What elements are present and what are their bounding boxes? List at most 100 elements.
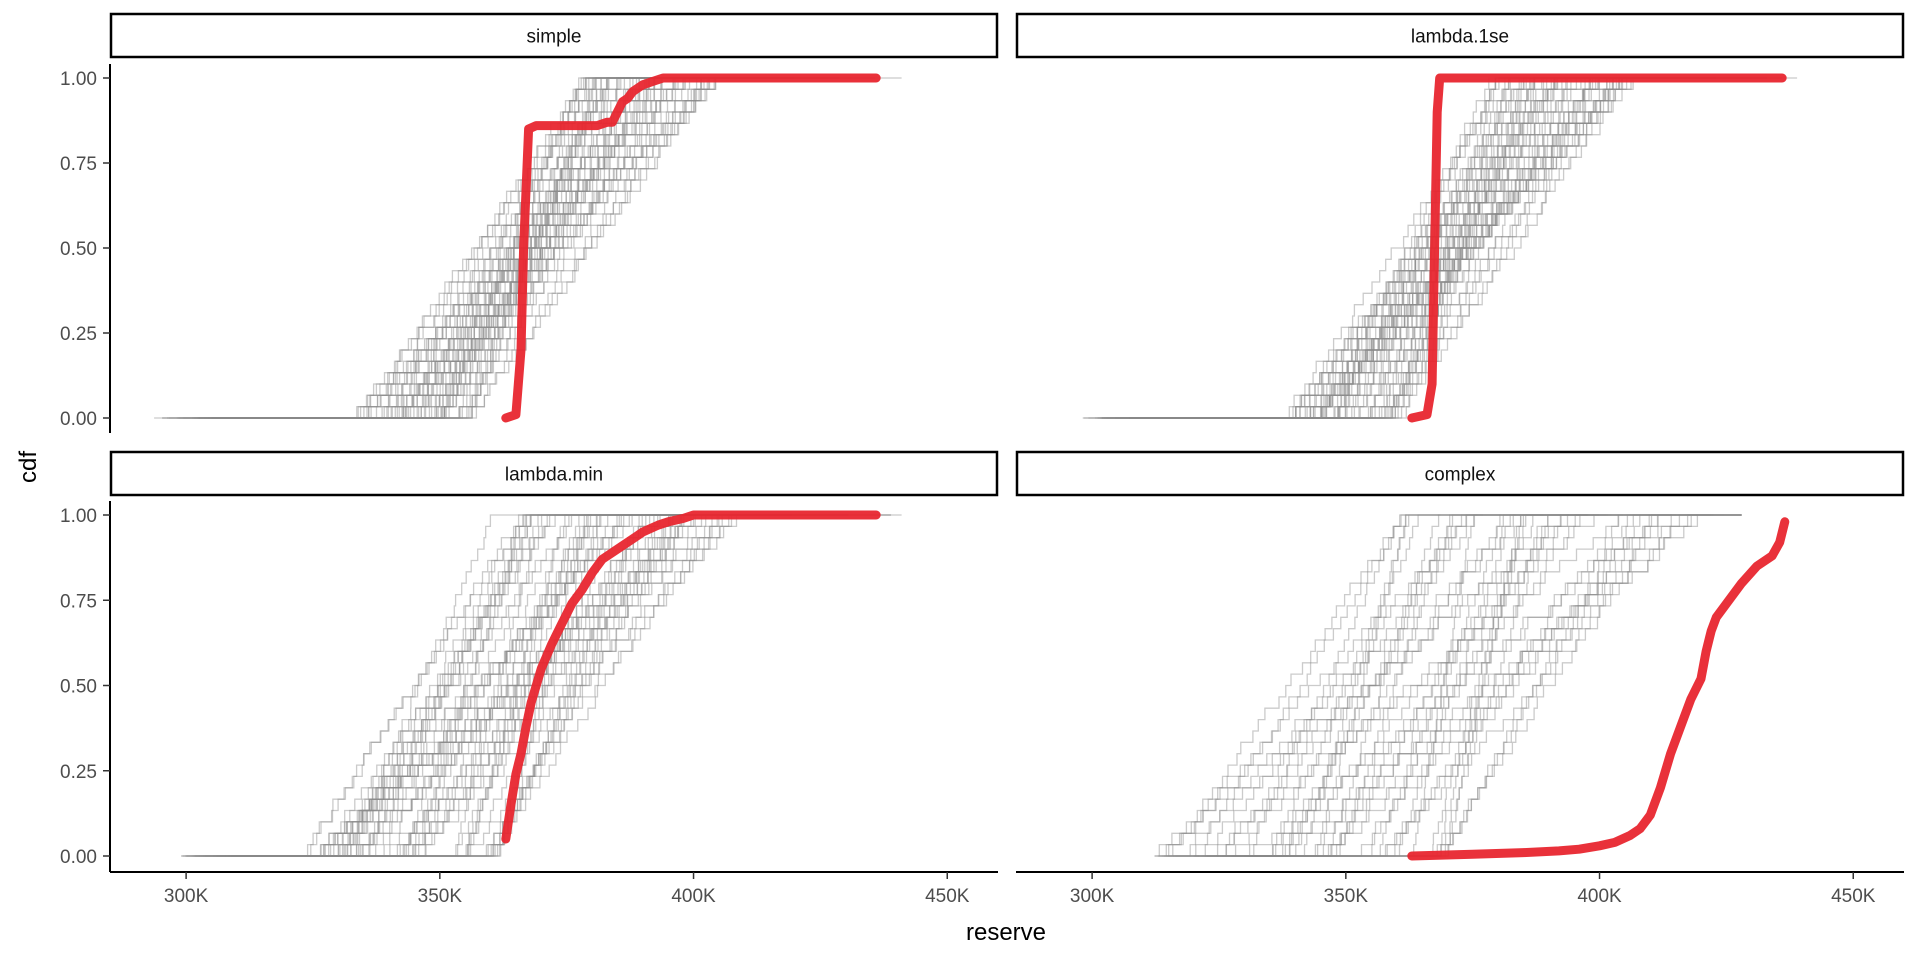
background-curve <box>1197 514 1742 857</box>
background-curve <box>1169 77 1638 419</box>
background-curve <box>202 77 705 419</box>
background-curve <box>1220 514 1608 857</box>
background-curve <box>212 77 654 419</box>
background-curve <box>1165 77 1700 419</box>
background-curve <box>257 514 713 857</box>
background-curve <box>254 77 825 419</box>
x-tick-label: 450K <box>925 886 970 907</box>
y-tick-label: 0.75 <box>60 591 97 612</box>
facet-strip-label: simple <box>527 27 582 48</box>
background-curve <box>1094 77 1556 419</box>
panel-lambda-min: lambda.min 0.00 0.25 0.50 0.75 1.00 300K 350K 40… <box>60 450 999 907</box>
background-curve <box>287 514 690 857</box>
panel-lambda-1se: lambda.1se <box>1015 12 1905 423</box>
x-tick-label: 300K <box>164 886 209 907</box>
background-curve <box>264 77 749 419</box>
background-curve <box>186 514 665 857</box>
background-curve <box>198 77 754 419</box>
background-curve <box>204 77 716 419</box>
background-curve <box>1168 514 1671 857</box>
background-curve <box>221 77 731 419</box>
background-curve <box>217 514 810 857</box>
background-curve <box>1129 77 1654 419</box>
background-curve <box>1253 514 1701 857</box>
background-curve <box>244 514 664 857</box>
background-curve <box>225 514 743 857</box>
background-curve <box>264 514 598 857</box>
background-curve <box>1160 77 1673 419</box>
background-curve <box>233 514 787 857</box>
background-curve <box>1101 77 1798 419</box>
background-curve <box>245 77 810 419</box>
background-curve <box>1195 514 1742 857</box>
background-curve <box>1193 514 1441 857</box>
background-curve <box>192 77 633 419</box>
background-curve <box>1269 514 1569 857</box>
background-curve <box>1183 77 1701 419</box>
highlight-curve <box>501 510 881 844</box>
background-curve <box>229 77 826 419</box>
background-curve <box>1256 514 1544 857</box>
facet-strip-label: lambda.1se <box>1411 27 1509 48</box>
y-tick-label: 0.50 <box>60 677 97 698</box>
background-curve <box>1162 77 1733 419</box>
facet-strip-label: complex <box>1425 465 1496 486</box>
background-curve <box>293 514 830 857</box>
background-curve <box>249 77 725 419</box>
background-curves <box>154 77 902 419</box>
background-curve <box>1159 77 1715 419</box>
background-curve <box>203 514 680 857</box>
background-curve <box>1100 77 1644 419</box>
background-curve <box>1101 77 1696 419</box>
background-curve <box>201 514 637 857</box>
background-curve <box>1137 77 1715 419</box>
background-curve <box>162 77 744 419</box>
background-curve <box>1214 514 1698 857</box>
background-curve <box>226 77 794 419</box>
background-curve <box>194 514 568 857</box>
background-curves <box>1154 514 1742 857</box>
background-curve <box>1100 77 1673 419</box>
background-curve <box>228 514 744 857</box>
background-curve <box>245 77 902 419</box>
background-curve <box>182 514 700 857</box>
background-curve <box>1161 77 1751 419</box>
background-curve <box>217 514 601 857</box>
background-curve <box>255 77 693 419</box>
background-curve <box>214 77 708 419</box>
background-curve <box>255 514 592 857</box>
background-curve <box>268 77 721 419</box>
facet-strip <box>1015 12 1905 59</box>
background-curve <box>1187 77 1601 419</box>
background-curve <box>1185 77 1646 419</box>
background-curve <box>197 77 730 419</box>
y-tick-label: 1.00 <box>60 506 97 527</box>
background-curve <box>245 77 832 419</box>
background-curve <box>264 514 824 857</box>
background-curve <box>232 77 734 419</box>
highlight-curve <box>501 73 881 423</box>
background-curve <box>1119 77 1674 419</box>
background-curve <box>250 514 866 857</box>
facet-strip-label: lambda.min <box>505 465 603 486</box>
background-curve <box>215 514 811 857</box>
background-curve <box>1161 514 1502 857</box>
background-curve <box>238 77 685 419</box>
background-curve <box>198 514 780 857</box>
background-curve <box>244 77 796 419</box>
background-curve <box>1189 77 1636 419</box>
background-curve <box>194 514 619 857</box>
background-curve <box>1163 514 1594 857</box>
background-curve <box>1172 514 1483 857</box>
panel-simple: simple 0.00 0.25 0.50 0.75 1.00 <box>60 12 999 433</box>
background-curve <box>1106 77 1679 419</box>
background-curve <box>307 514 891 857</box>
background-curve <box>270 77 665 419</box>
y-tick-label: 0.75 <box>60 154 97 175</box>
background-curve <box>303 514 637 857</box>
background-curve <box>261 514 754 857</box>
background-curve <box>1216 514 1742 857</box>
background-curves <box>181 514 902 857</box>
background-curve <box>167 77 677 419</box>
